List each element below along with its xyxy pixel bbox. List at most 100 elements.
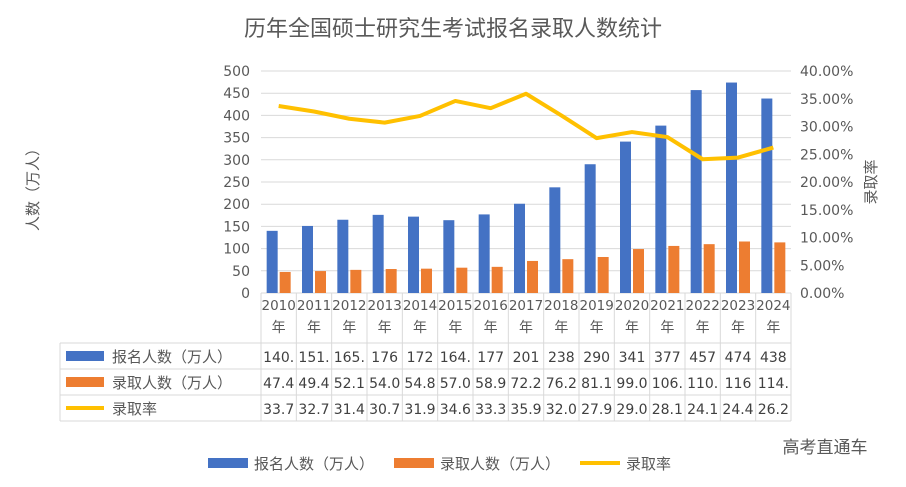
- x-tick-label: 2018: [544, 298, 578, 314]
- table-cell: 151.: [298, 350, 329, 366]
- bar-admitted: [668, 245, 680, 293]
- table-cell: 81.1: [581, 376, 612, 392]
- table-cell: 57.0: [440, 376, 471, 392]
- legend-swatch: [394, 458, 434, 468]
- table-cell: 164.: [440, 350, 471, 366]
- y-tick-label: 400: [223, 108, 250, 124]
- bar-applicants: [761, 98, 773, 293]
- x-tick-label-suffix: 年: [272, 320, 286, 336]
- y2-tick-label: 20.00%: [800, 175, 853, 191]
- bar-applicants: [372, 214, 384, 293]
- bar-admitted: [279, 271, 291, 293]
- y2-tick-label: 35.00%: [800, 92, 853, 108]
- bar-admitted: [739, 241, 750, 293]
- bar-applicants: [584, 164, 596, 293]
- x-tick-label-suffix: 年: [766, 320, 780, 336]
- bar-admitted: [491, 266, 503, 293]
- bar-applicants: [549, 187, 561, 293]
- bar-admitted: [421, 268, 432, 293]
- table-cell: 33.7: [263, 402, 294, 418]
- table-cell: 31.4: [334, 402, 365, 418]
- bar-applicants: [302, 225, 313, 293]
- table-cell: 290: [583, 350, 610, 366]
- line-admission-rate: [278, 91, 774, 162]
- table-cell: 30.7: [369, 402, 400, 418]
- bar-admitted: [597, 256, 609, 293]
- x-tick-label: 2011: [297, 298, 331, 314]
- x-tick-label: 2010: [261, 298, 295, 314]
- bar-admitted: [315, 271, 326, 293]
- bar-admitted: [456, 267, 468, 293]
- x-tick-label: 2019: [579, 298, 613, 314]
- table-cell: 24.4: [722, 402, 753, 418]
- table-cell: 35.9: [510, 402, 541, 418]
- y-tick-label: 200: [223, 197, 250, 213]
- table-cell: 34.6: [440, 402, 471, 418]
- bar-applicants: [443, 220, 455, 293]
- table-cell: 76.2: [546, 376, 577, 392]
- x-tick-label-suffix: 年: [484, 320, 498, 336]
- x-tick-label: 2020: [615, 298, 649, 314]
- table-cell: 47.4: [263, 376, 294, 392]
- y-tick-label: 300: [223, 153, 250, 169]
- table-cell: 341: [619, 350, 646, 366]
- bar-applicants: [690, 90, 702, 293]
- table-cell: 165.: [334, 350, 365, 366]
- table-cell: 201: [513, 350, 540, 366]
- y2-tick-label: 0.00%: [800, 286, 844, 302]
- y2-tick-label: 10.00%: [800, 231, 853, 247]
- y-tick-label: 0: [241, 286, 250, 302]
- table-legend-swatch: [66, 377, 104, 387]
- table-cell: 32.7: [298, 402, 329, 418]
- watermark: 高考直通车: [783, 438, 868, 458]
- table-legend-swatch: [66, 351, 104, 361]
- x-tick-label-suffix: 年: [342, 320, 356, 336]
- table-cell: 116: [725, 376, 752, 392]
- x-tick-label: 2013: [367, 298, 401, 314]
- x-tick-label-suffix: 年: [448, 320, 462, 336]
- chart-title: 历年全国硕士研究生考试报名录取人数统计: [244, 17, 662, 42]
- bar-admitted: [633, 249, 644, 293]
- bar-applicants: [726, 82, 737, 293]
- table-cell: 54.8: [404, 376, 435, 392]
- table-cell: 177: [477, 350, 504, 366]
- x-tick-label: 2017: [509, 298, 543, 314]
- x-tick-label-suffix: 年: [519, 320, 533, 336]
- table-cell: 99.0: [616, 376, 647, 392]
- table-cell: 140.: [263, 350, 294, 366]
- x-tick-label: 2014: [403, 298, 437, 314]
- bar-applicants: [620, 141, 631, 293]
- x-tick-label-suffix: 年: [696, 320, 710, 336]
- table-cell: 110.: [687, 376, 718, 392]
- table-row-header: 录取率: [112, 400, 157, 418]
- x-tick-label-suffix: 年: [625, 320, 639, 336]
- y2-tick-label: 25.00%: [800, 147, 853, 163]
- x-tick-label-suffix: 年: [590, 320, 604, 336]
- table-cell: 26.2: [758, 402, 789, 418]
- x-tick-label-suffix: 年: [413, 320, 427, 336]
- y-axis-label: 人数（万人）: [24, 141, 42, 231]
- y-tick-label: 500: [223, 64, 250, 80]
- x-tick-label-suffix: 年: [378, 320, 392, 336]
- bar-admitted: [527, 260, 538, 293]
- x-tick-label-suffix: 年: [307, 320, 321, 336]
- x-tick-label: 2015: [438, 298, 472, 314]
- bar-applicants: [266, 230, 278, 293]
- table-cell: 32.0: [546, 402, 577, 418]
- y2-axis-label: 录取率: [862, 159, 880, 204]
- y2-tick-label: 15.00%: [800, 203, 853, 219]
- table-cell: 457: [689, 350, 716, 366]
- table-row-header: 报名人数（万人）: [112, 348, 232, 366]
- y-tick-label: 450: [223, 86, 250, 102]
- x-tick-label-suffix: 年: [554, 320, 568, 336]
- x-tick-label: 2023: [721, 298, 755, 314]
- table-cell: 29.0: [616, 402, 647, 418]
- x-tick-label: 2016: [473, 298, 507, 314]
- table-cell: 438: [760, 350, 787, 366]
- table-cell: 24.1: [687, 402, 718, 418]
- bar-admitted: [774, 242, 786, 293]
- bar-admitted: [350, 269, 362, 293]
- table-cell: 172: [407, 350, 434, 366]
